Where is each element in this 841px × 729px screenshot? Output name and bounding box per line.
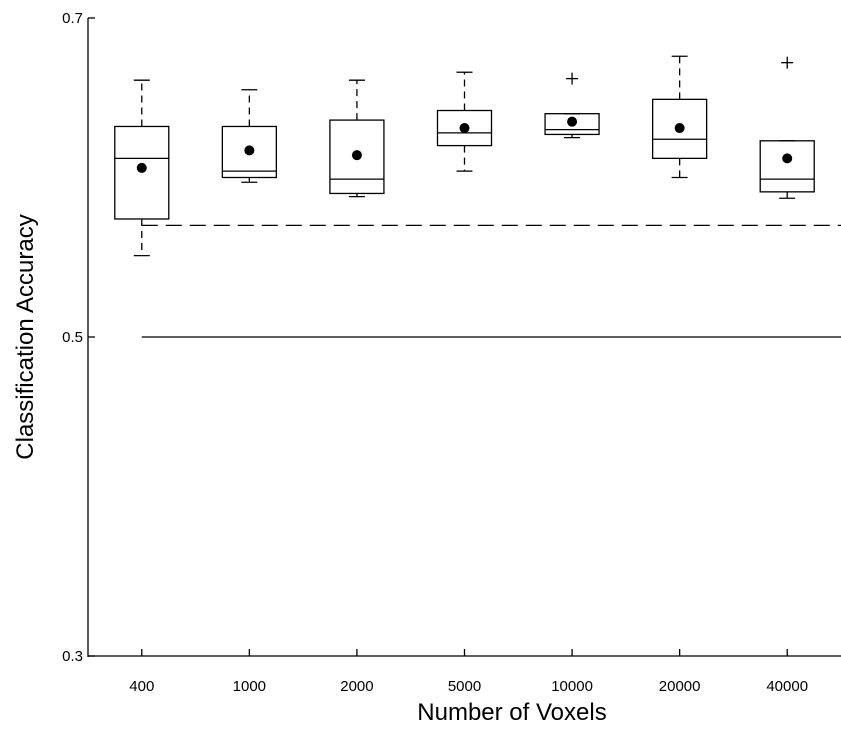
mean-marker bbox=[674, 123, 685, 134]
plot-area: 0.3 0.5 0.7 400 1000 2000 5000 10000 20000 40000 bbox=[62, 10, 841, 695]
x-tick-label: 10000 bbox=[551, 678, 593, 695]
y-tick-label: 0.3 bbox=[62, 648, 83, 665]
box-iqr bbox=[114, 125, 170, 220]
x-tick-label: 400 bbox=[129, 678, 154, 695]
y-tick-label: 0.5 bbox=[62, 329, 83, 346]
x-tick-label: 20000 bbox=[659, 678, 701, 695]
x-tick-label: 40000 bbox=[766, 678, 808, 695]
y-axis-title: Classification Accuracy bbox=[12, 214, 39, 459]
box-iqr bbox=[759, 140, 815, 193]
mean-marker bbox=[351, 150, 362, 161]
box-iqr bbox=[544, 113, 600, 136]
y-tick-label: 0.7 bbox=[62, 10, 83, 27]
mean-marker bbox=[459, 123, 470, 134]
mean-marker bbox=[244, 145, 255, 156]
x-tick-label: 5000 bbox=[448, 678, 481, 695]
box-iqr bbox=[329, 119, 385, 195]
x-tick-label: 1000 bbox=[233, 678, 266, 695]
x-tick-label: 2000 bbox=[340, 678, 373, 695]
box-iqr bbox=[436, 109, 493, 147]
mean-marker bbox=[136, 162, 147, 173]
box-iqr bbox=[221, 125, 278, 179]
box-iqr bbox=[651, 98, 708, 160]
mean-marker bbox=[567, 116, 578, 127]
mean-marker bbox=[782, 153, 793, 164]
x-axis-title: Number of Voxels bbox=[417, 699, 606, 726]
